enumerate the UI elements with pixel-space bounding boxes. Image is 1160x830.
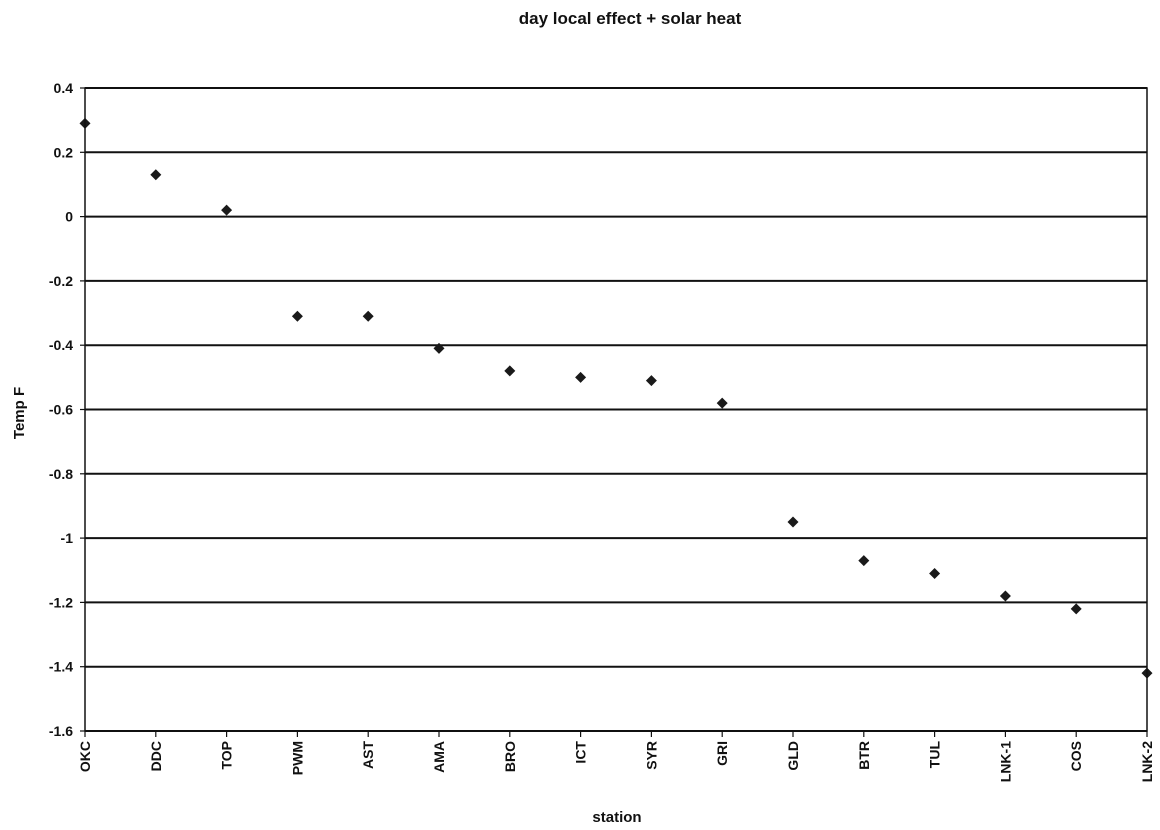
- y-tick-label: 0: [65, 209, 73, 225]
- x-tick-label: AST: [360, 741, 376, 769]
- data-point-btr: [858, 555, 870, 567]
- x-axis-title: station: [592, 809, 641, 826]
- data-point-cos: [1070, 603, 1082, 615]
- plot-area-frame: [84, 87, 1148, 732]
- data-point-ama: [433, 342, 445, 354]
- y-tick-label: 0.2: [54, 144, 74, 160]
- x-tick-label: GRI: [714, 741, 730, 766]
- y-tick-label: -1.4: [49, 659, 73, 675]
- y-axis-ticks: 0.4 0.2 0 -0.2 -0.4 -0.6 -0.8 -1 -1.2 -1.4 -1.6: [49, 80, 85, 739]
- data-points: [79, 117, 1153, 679]
- x-tick-label: PWM: [289, 741, 305, 775]
- y-tick-label: -1.2: [49, 594, 73, 610]
- data-point-syr: [645, 375, 657, 387]
- data-point-ast: [362, 310, 374, 322]
- y-tick-label: -1.6: [49, 723, 73, 739]
- y-tick-label: -0.8: [49, 466, 73, 482]
- y-tick-label: -1: [61, 530, 74, 546]
- chart-title: day local effect + solar heat: [519, 9, 742, 28]
- x-tick-label: BRO: [502, 741, 518, 772]
- x-tick-label: TOP: [219, 741, 235, 770]
- data-point-pwm: [291, 310, 303, 322]
- data-point-tul: [929, 567, 941, 579]
- x-tick-label: GLD: [785, 741, 801, 771]
- y-tick-label: -0.2: [49, 273, 73, 289]
- y-axis-title: Temp F: [11, 387, 28, 439]
- gridlines: [85, 87, 1147, 732]
- data-point-lnk-1: [999, 590, 1011, 602]
- data-point-bro: [504, 365, 516, 377]
- x-tick-label: SYR: [643, 741, 659, 770]
- x-tick-label: OKC: [77, 741, 93, 772]
- data-point-top: [221, 204, 233, 216]
- x-tick-label: AMA: [431, 741, 447, 773]
- x-tick-label: BTR: [856, 741, 872, 770]
- data-point-gld: [787, 516, 799, 528]
- y-tick-label: -0.6: [49, 402, 73, 418]
- x-tick-label: TUL: [927, 741, 943, 769]
- data-point-ddc: [150, 169, 162, 181]
- x-tick-label: ICT: [573, 741, 589, 764]
- y-tick-label: 0.4: [54, 80, 74, 96]
- x-tick-label: LNK-1: [997, 741, 1013, 782]
- x-axis-ticks: OKC DDC TOP PWM AST AMA BRO ICT SYR GRI GLD BTR TUL L…: [77, 731, 1155, 782]
- x-tick-label: COS: [1068, 741, 1084, 771]
- data-point-gri: [716, 397, 728, 409]
- x-tick-label: DDC: [148, 741, 164, 771]
- y-tick-label: -0.4: [49, 337, 73, 353]
- data-point-ict: [575, 371, 587, 383]
- x-tick-label: LNK-2: [1139, 741, 1155, 782]
